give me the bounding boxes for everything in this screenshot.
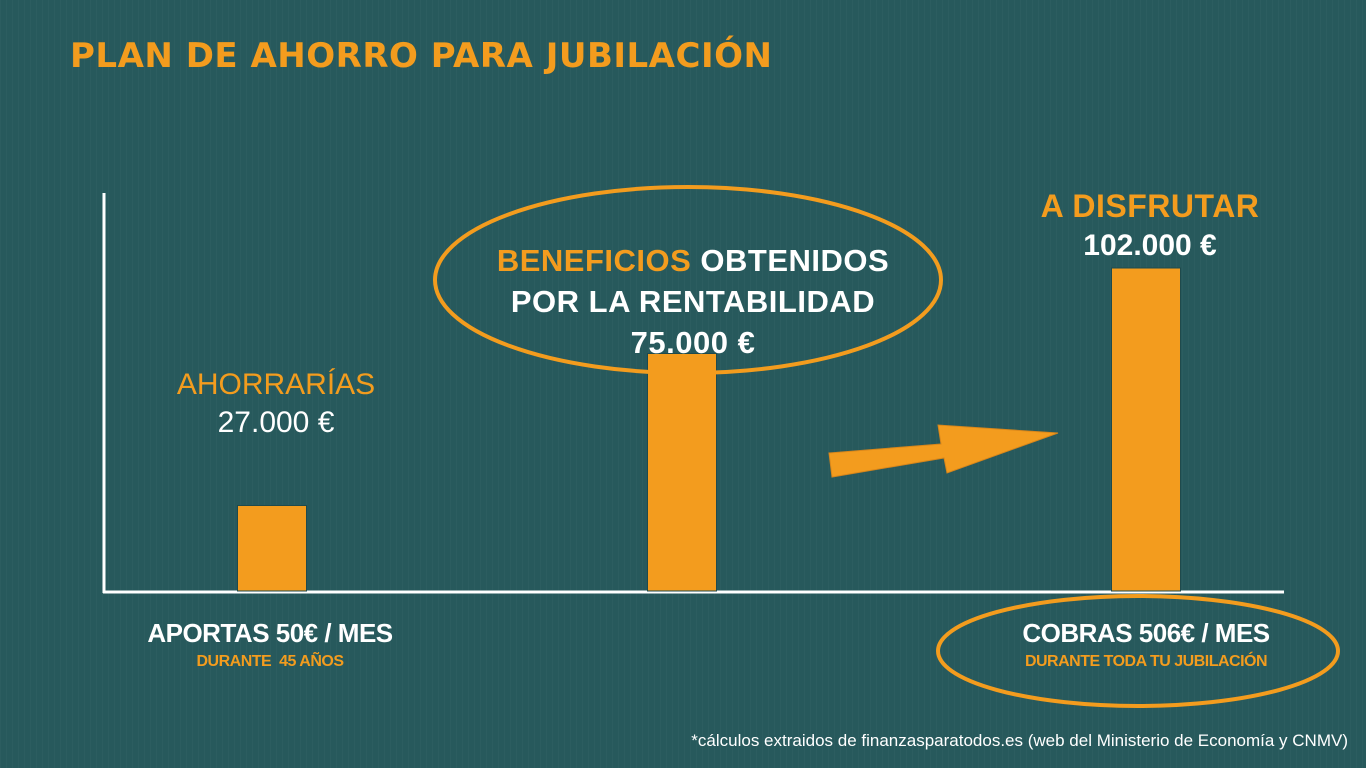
contribution-sub: DURANTE 45 AÑOS xyxy=(196,653,344,670)
bar-3 xyxy=(1111,267,1181,592)
bar2-title-rest: OBTENIDOS xyxy=(691,243,890,278)
bar2-label: BENEFICIOS OBTENIDOS POR LA RENTABILIDAD… xyxy=(440,240,946,363)
footnote: *cálculos extraidos de finanzasparatodos… xyxy=(691,731,1348,750)
bar-2 xyxy=(647,353,717,592)
contribution-main: APORTAS 50€ / MES xyxy=(147,618,393,648)
bar2-line2: POR LA RENTABILIDAD xyxy=(510,284,876,319)
bar2-title-accent: BENEFICIOS xyxy=(496,243,692,278)
bar1-title: AHORRARÍAS xyxy=(176,368,376,401)
contribution-label: APORTAS 50€ / MES DURANTE 45 AÑOS xyxy=(100,618,440,671)
bar1-label: AHORRARÍAS 27.000 € xyxy=(146,368,406,440)
pension-label: COBRAS 506€ / MES DURANTE TODA TU JUBILA… xyxy=(976,618,1316,671)
pension-main: COBRAS 506€ / MES xyxy=(1022,618,1270,648)
bar3-title: A DISFRUTAR xyxy=(1040,188,1260,224)
pension-sub: DURANTE TODA TU JUBILACIÓN xyxy=(1024,653,1268,670)
page-title: PLAN DE AHORRO PARA JUBILACIÓN xyxy=(70,36,773,76)
pension-ellipse xyxy=(936,594,1340,708)
bar1-value: 27.000 € xyxy=(217,406,335,439)
bar-1 xyxy=(237,505,307,592)
bar3-value: 102.000 € xyxy=(1083,229,1217,262)
arrow-icon xyxy=(828,424,1059,478)
bar2-value: 75.000 € xyxy=(630,325,756,360)
benefits-ellipse xyxy=(433,185,943,375)
bar3-label: A DISFRUTAR 102.000 € xyxy=(1000,188,1300,263)
